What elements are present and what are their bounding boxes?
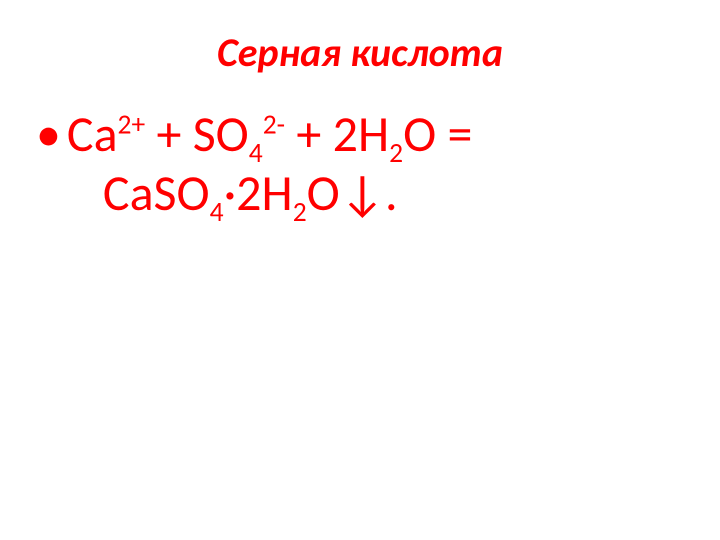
eq-so-charge: 2- [263, 108, 285, 141]
eq-ca-charge: 2+ [118, 108, 146, 141]
eq-caso: CaSO [103, 163, 210, 224]
eq-h2: Н [262, 163, 293, 224]
eq-o1: О = [403, 104, 472, 165]
eq-h2-sub: 2 [293, 196, 307, 229]
eq-ca: Са [67, 104, 118, 165]
slide: Серная кислота • Са2+ + SO42- + 2Н2О = C… [0, 0, 720, 540]
eq-o2: О [307, 163, 340, 224]
equation-line-1: • Са2+ + SO42- + 2Н2О = CaSO4·2Н2О↓. [36, 105, 684, 223]
slide-body: • Са2+ + SO42- + 2Н2О = CaSO4·2Н2О↓. [36, 105, 684, 223]
bullet-icon: • [36, 105, 61, 164]
eq-arrow-icon: ↓ [340, 163, 385, 224]
eq-period: . [385, 163, 398, 224]
eq-h1: Н [358, 104, 389, 165]
slide-title: Серная кислота [36, 28, 684, 77]
eq-plus1: + [145, 104, 193, 165]
eq-plus2: + 2 [285, 104, 358, 165]
equation-text: Са2+ + SO42- + 2Н2О = CaSO4·2Н2О↓. [67, 105, 684, 223]
eq-caso-sub: 4 [210, 196, 224, 229]
equation-line-2: CaSO4·2Н2О↓. [67, 163, 398, 224]
eq-dot2: ·2 [224, 163, 262, 224]
eq-so: SO [193, 104, 249, 165]
